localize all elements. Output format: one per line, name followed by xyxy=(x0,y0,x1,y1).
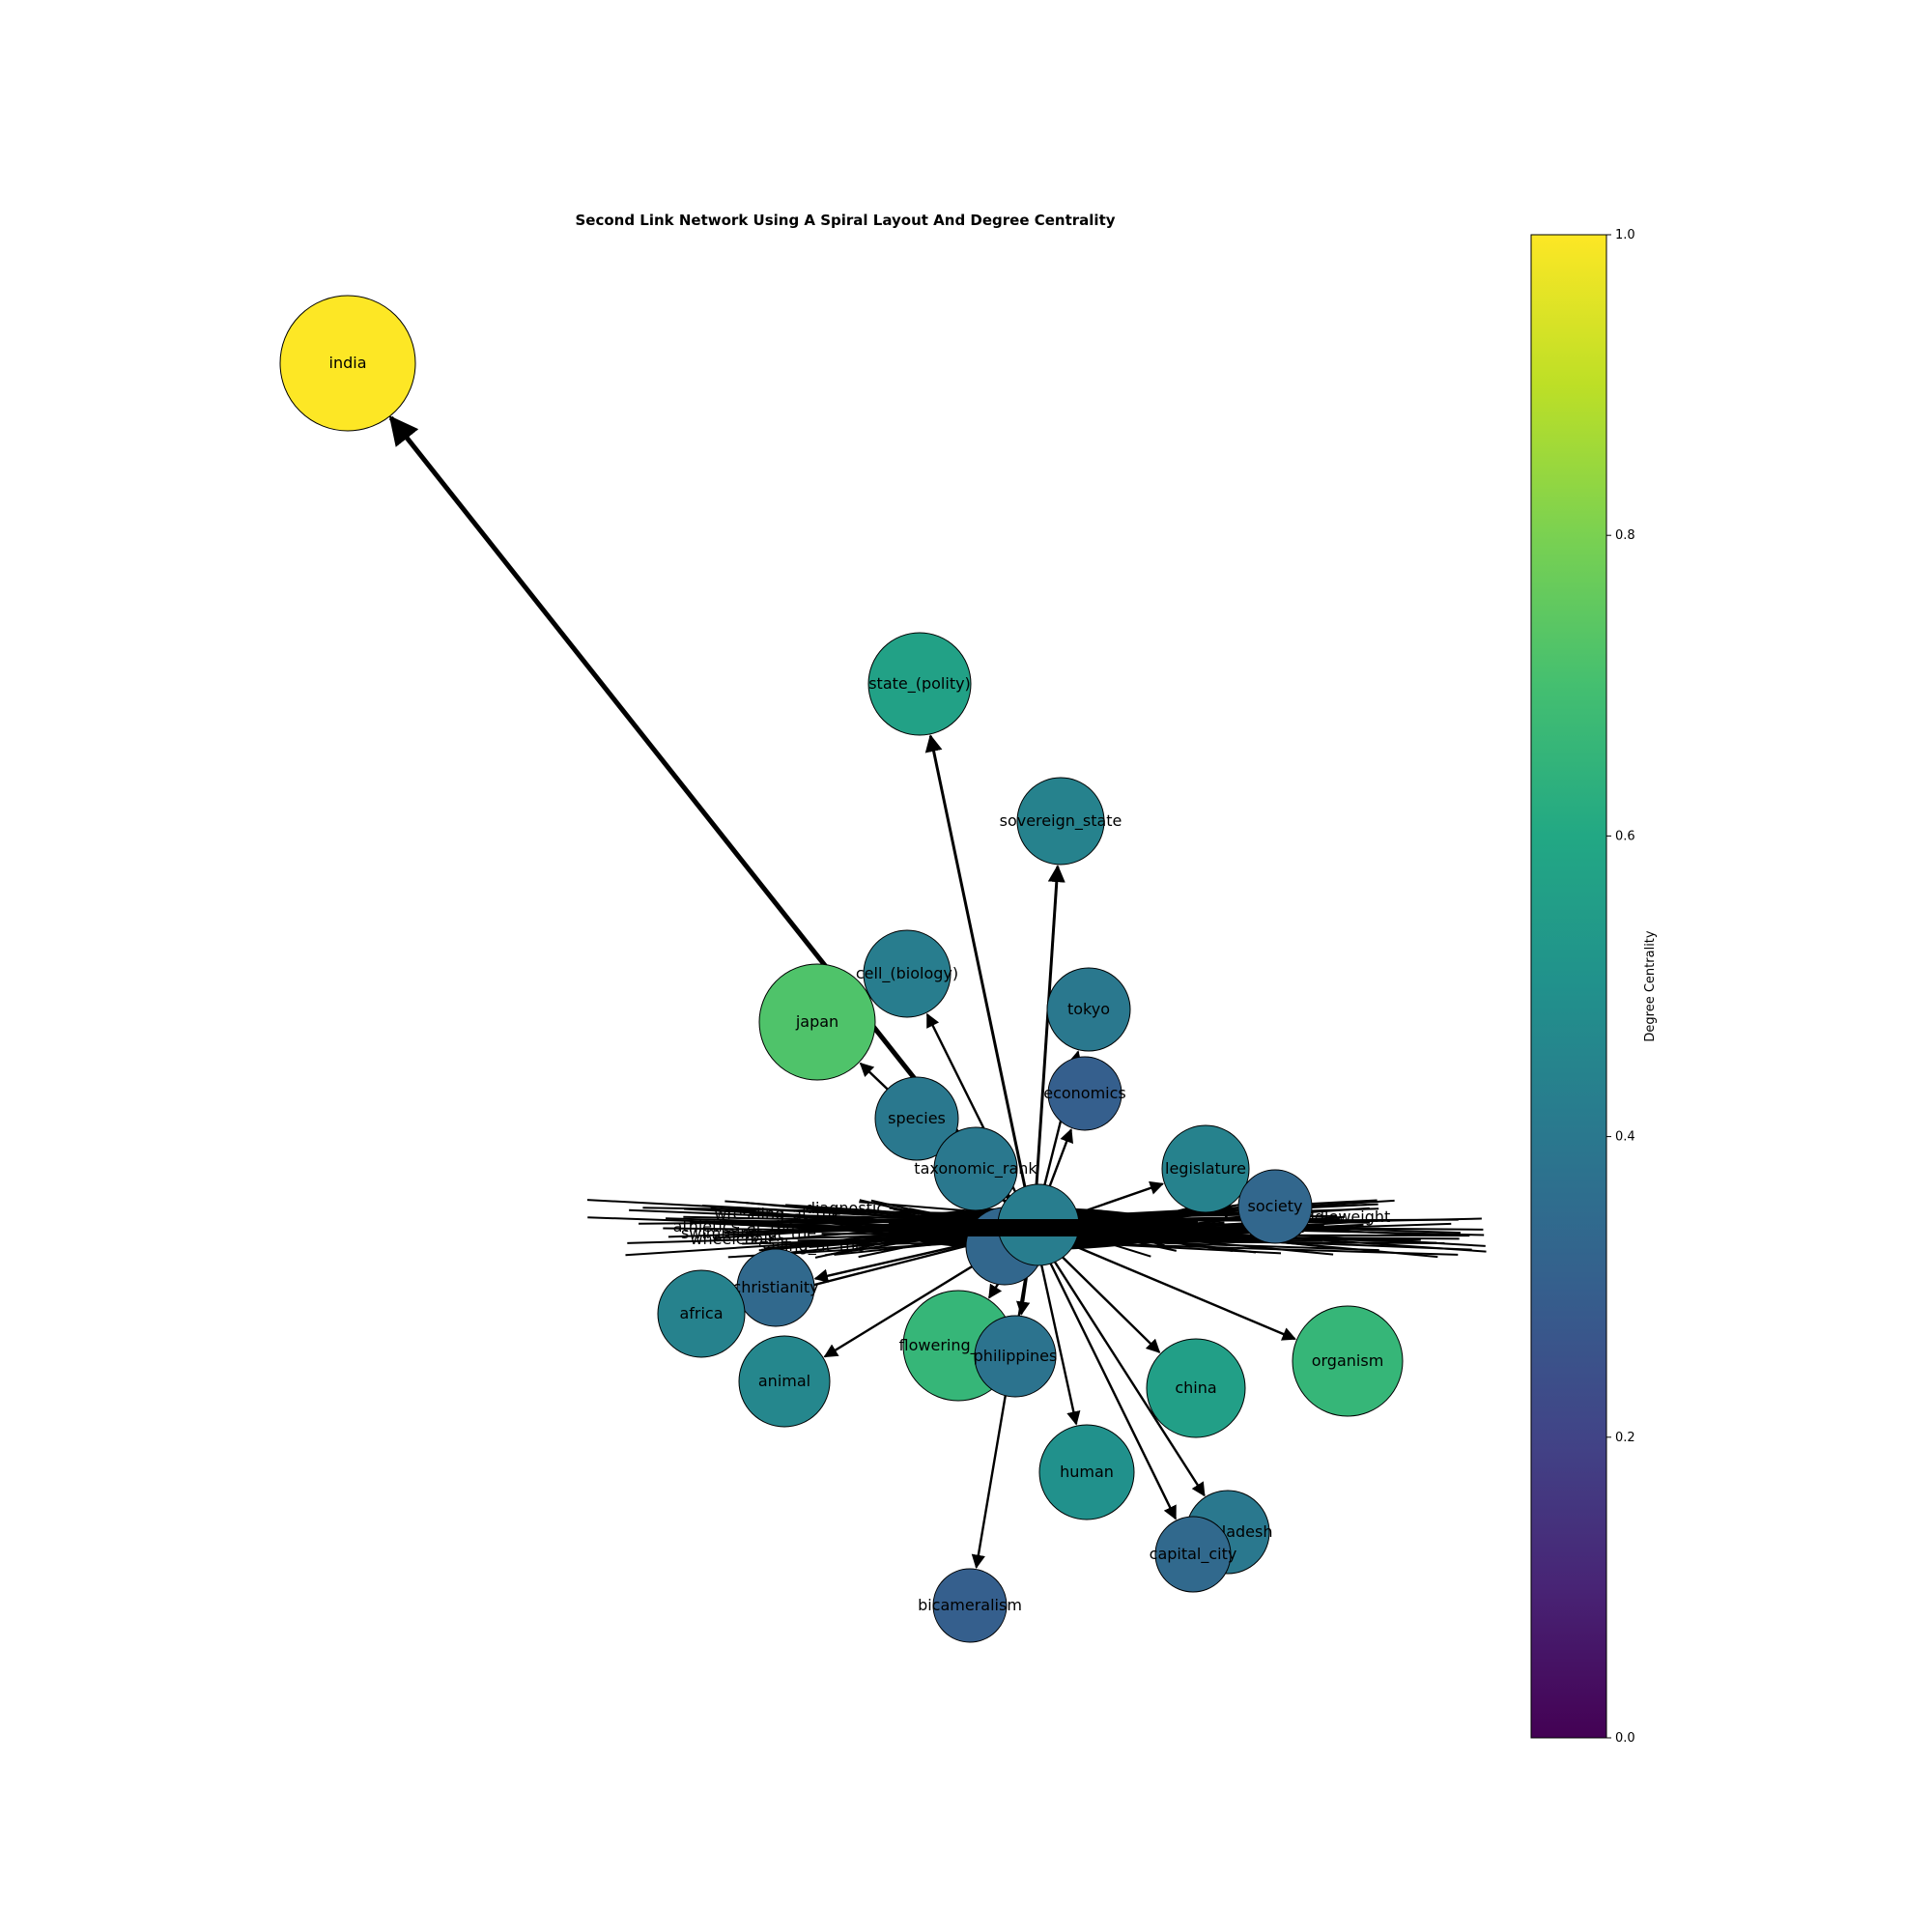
node-bicameralism[interactable]: bicameralism xyxy=(918,1568,1022,1643)
node-label: organism xyxy=(1312,1351,1384,1370)
colorbar-tick-label: 0.0 xyxy=(1615,1731,1635,1746)
node-capital_city[interactable]: capital_city xyxy=(1150,1516,1237,1593)
node-label: sovereign_state xyxy=(1000,811,1122,831)
node-circle xyxy=(738,1335,831,1428)
node-label: tokyo xyxy=(1067,1000,1110,1018)
node-circle xyxy=(758,963,876,1081)
colorbar-tick-label: 0.4 xyxy=(1615,1130,1635,1145)
node-circle xyxy=(1161,1124,1250,1213)
edge-capital_city xyxy=(1032,1228,1178,1520)
node-label: capital_city xyxy=(1150,1545,1237,1564)
node-circle xyxy=(1146,1338,1246,1438)
node-africa[interactable]: africa xyxy=(657,1269,746,1358)
node-circle xyxy=(974,1315,1057,1398)
node-label: philippines xyxy=(974,1347,1058,1365)
node-circle xyxy=(1237,1169,1313,1244)
hub-label: diagnostic xyxy=(806,1199,885,1217)
colorbar-tick-label: 0.2 xyxy=(1615,1431,1635,1445)
node-label: japan xyxy=(795,1012,838,1031)
node-label: india xyxy=(329,354,367,372)
hub-label: athletics_at_the xyxy=(673,1217,796,1236)
edge-sovereign_state xyxy=(1032,865,1065,1230)
node-label: china xyxy=(1175,1378,1216,1397)
node-philippines[interactable]: philippines xyxy=(974,1315,1058,1398)
node-label: legislature xyxy=(1165,1159,1246,1178)
node-cell_biology[interactable]: cell_(biology) xyxy=(856,929,958,1018)
hub-label: wheelchair xyxy=(690,1230,775,1248)
node-china[interactable]: china xyxy=(1146,1338,1246,1438)
colorbar-gradient xyxy=(1530,234,1607,1739)
node-circle xyxy=(279,295,416,432)
colorbar-ticks: 0.0 0.2 0.4 0.6 0.8 1.0 xyxy=(1606,228,1635,1746)
node-label: human xyxy=(1060,1463,1114,1481)
node-circle xyxy=(657,1269,746,1358)
node-circle xyxy=(874,1076,959,1161)
node-state_polity[interactable]: state_(polity) xyxy=(867,632,972,736)
node-tokyo[interactable]: tokyo xyxy=(1046,967,1131,1052)
node-india[interactable]: india xyxy=(279,295,416,432)
node-species[interactable]: species xyxy=(874,1076,959,1161)
node-circle xyxy=(867,632,972,736)
node-label: bicameralism xyxy=(918,1596,1022,1614)
node-circle xyxy=(1292,1305,1404,1417)
node-society[interactable]: society xyxy=(1237,1169,1313,1244)
node-circle xyxy=(933,1126,1018,1211)
node-circle xyxy=(1038,1424,1135,1520)
hub-edge-bundle xyxy=(889,1219,1198,1236)
node-label: state_(polity) xyxy=(868,674,971,694)
node-circle xyxy=(863,929,952,1018)
node-animal[interactable]: animal xyxy=(738,1335,831,1428)
node-circle xyxy=(1016,777,1105,866)
node-sovereign_state[interactable]: sovereign_state xyxy=(1000,777,1122,866)
node-label: taxonomic_rank xyxy=(914,1159,1037,1179)
edge-bangladesh xyxy=(1032,1228,1206,1497)
node-circle xyxy=(1046,967,1131,1052)
chart-title: Second Link Network Using A Spiral Layou… xyxy=(575,212,1115,229)
node-circle xyxy=(736,1248,815,1327)
hub-label: swimming_at_the xyxy=(681,1224,816,1243)
node-circle xyxy=(1154,1516,1232,1593)
colorbar: 0.0 0.2 0.4 0.6 0.8 1.0 Degree Centrality xyxy=(1530,228,1658,1746)
node-economics[interactable]: economics xyxy=(1043,1056,1126,1131)
node-label: animal xyxy=(758,1372,810,1390)
hub-label: wrestling_at_the xyxy=(714,1205,840,1224)
colorbar-label: Degree Centrality xyxy=(1643,930,1658,1041)
node-human[interactable]: human xyxy=(1038,1424,1135,1520)
node-label: africa xyxy=(679,1304,723,1322)
node-circle xyxy=(1047,1056,1122,1131)
node-taxonomic_rank[interactable]: taxonomic_rank xyxy=(914,1126,1037,1211)
node-christianity[interactable]: christianity xyxy=(732,1248,819,1327)
node-japan[interactable]: japan xyxy=(758,963,876,1081)
node-organism[interactable]: organism xyxy=(1292,1305,1404,1417)
node-legislature[interactable]: legislature xyxy=(1161,1124,1250,1213)
node-label: christianity xyxy=(732,1278,818,1296)
node-layer: india japan state_(polity) sovereign_statec… xyxy=(279,295,1404,1643)
colorbar-tick-label: 0.6 xyxy=(1615,829,1635,843)
node-circle xyxy=(932,1568,1008,1643)
node-label: society xyxy=(1248,1197,1303,1215)
edge-bicameralism xyxy=(971,1228,1036,1569)
node-label: cell_(biology) xyxy=(856,964,958,983)
edge-state_polity xyxy=(924,734,1036,1230)
node-label: species xyxy=(888,1109,946,1127)
node-label: economics xyxy=(1043,1084,1126,1102)
colorbar-tick-label: 0.8 xyxy=(1615,528,1635,543)
colorbar-tick-label: 1.0 xyxy=(1615,228,1635,242)
